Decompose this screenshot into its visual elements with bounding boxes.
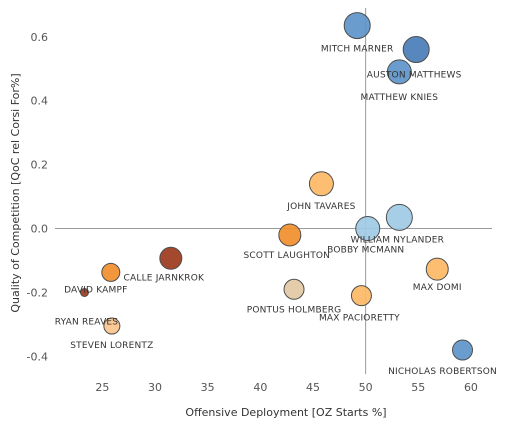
point-steven-lorentz (103, 317, 121, 335)
x-tick-label: 35 (201, 381, 215, 394)
y-tick-label: -0.2 (27, 286, 48, 299)
point-scott-laughton (278, 223, 302, 247)
y-tick-label: 0.2 (31, 159, 49, 172)
point-max-pacioretty (350, 285, 372, 307)
point-label: NICHOLAS ROBERTSON (388, 367, 497, 377)
point-nicholas-robertson (452, 339, 474, 361)
y-tick-label: -0.4 (27, 350, 48, 363)
y-axis-title: Quality of Competition [QoC rel Corsi Fo… (9, 73, 22, 312)
point-calle-jarnkrok (159, 246, 183, 270)
point-label: SCOTT LAUGHTON (244, 251, 331, 261)
data-labels: MITCH MARNER AUSTON MATTHEWS MATTHEW KNIES… (55, 45, 497, 377)
point-label: MITCH MARNER (321, 45, 394, 55)
point-pontus-holmberg (283, 278, 305, 300)
point-label: MAX DOMI (413, 283, 462, 293)
point-david-kampf (101, 262, 121, 282)
point-label: MATTHEW KNIES (361, 93, 439, 103)
point-john-tavares (308, 171, 334, 197)
axes: 25 30 35 40 45 50 55 60 -0.4 -0.2 0.0 0.2 0.4 0.6 (27, 31, 478, 394)
point-label: AUSTON MATTHEWS (367, 71, 462, 81)
x-tick-label: 60 (464, 381, 478, 394)
point-label: JOHN TAVARES (286, 202, 355, 212)
x-tick-label: 30 (148, 381, 162, 394)
point-label: WILLIAM NYLANDER (351, 235, 444, 245)
point-william-nylander (385, 203, 413, 231)
point-label: DAVID KAMPF (64, 285, 127, 295)
x-tick-label: 25 (95, 381, 109, 394)
point-matthew-knies (386, 59, 412, 85)
point-ryan-reaves (79, 287, 89, 297)
y-tick-label: 0.6 (31, 31, 49, 44)
x-tick-label: 45 (306, 381, 320, 394)
point-auston-matthews (402, 36, 430, 64)
point-label: PONTUS HOLMBERG (247, 305, 342, 315)
point-label: CALLE JARNKROK (124, 273, 205, 283)
point-bobby-mcmann (355, 216, 381, 242)
reference-lines (55, 8, 492, 374)
x-axis-title: Offensive Deployment [OZ Starts %] (185, 406, 386, 419)
point-max-domi (425, 257, 449, 281)
x-tick-label: 40 (253, 381, 267, 394)
point-label: RYAN REAVES (55, 317, 119, 327)
point-label: STEVEN LORENTZ (70, 341, 153, 351)
point-label: MAX PACIORETTY (319, 314, 400, 324)
y-tick-label: 0.4 (31, 95, 49, 108)
data-points (79, 12, 474, 361)
point-mitch-marner (343, 12, 371, 40)
x-tick-label: 50 (359, 381, 373, 394)
point-label: BOBBY MCMANN (327, 246, 404, 256)
x-tick-label: 55 (411, 381, 425, 394)
y-tick-label: 0.0 (31, 223, 49, 236)
